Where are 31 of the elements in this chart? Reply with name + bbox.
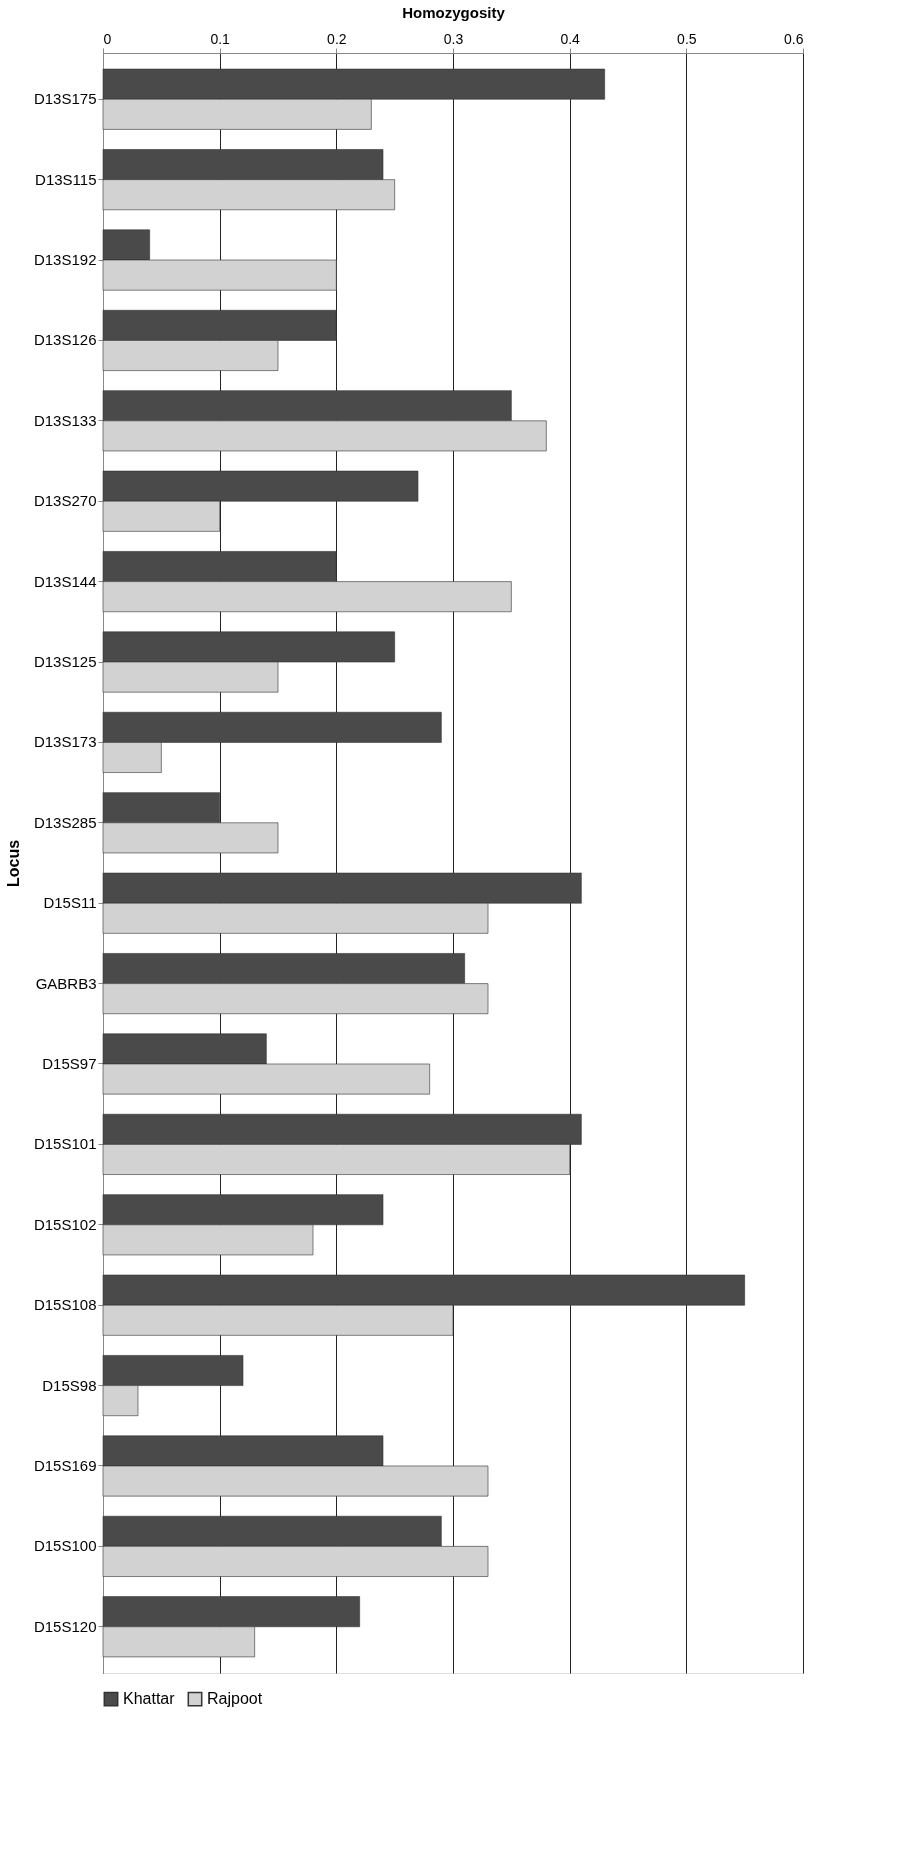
y-tick-label: D13S270 xyxy=(33,492,97,510)
legend-label: Khattar xyxy=(123,1690,176,1708)
x-tick-label: 0 xyxy=(103,30,112,47)
legend-label: Rajpoot xyxy=(207,1690,263,1708)
x-tick-label: 0.6 xyxy=(784,30,804,47)
x-axis-title: Homozygosity xyxy=(402,3,506,21)
x-tick-label: 0.2 xyxy=(327,30,347,47)
y-tick-label: D15S120 xyxy=(33,1617,97,1635)
x-tick-label: 0.1 xyxy=(210,30,231,47)
y-tick-label: D15S98 xyxy=(42,1376,97,1394)
y-axis-title: Locus xyxy=(4,839,22,888)
y-tick-label: D13S126 xyxy=(33,331,97,349)
y-tick-label: D15S169 xyxy=(33,1456,97,1474)
x-tick-label: 0.5 xyxy=(677,30,697,47)
y-tick-label: D13S144 xyxy=(33,572,97,590)
x-tick-label: 0.3 xyxy=(443,30,464,47)
y-tick-label: D15S100 xyxy=(33,1537,97,1555)
y-tick-label: D13S125 xyxy=(33,653,97,671)
y-tick-label: D15S108 xyxy=(33,1296,97,1314)
y-tick-label: D13S133 xyxy=(33,411,97,429)
y-tick-label: D13S192 xyxy=(33,251,97,269)
y-tick-label: D15S102 xyxy=(33,1215,97,1233)
y-tick-label: D13S115 xyxy=(35,170,97,188)
y-tick-label: D15S97 xyxy=(42,1054,97,1072)
y-tick-label: D15S11 xyxy=(43,894,97,912)
y-tick-label: D15S101 xyxy=(33,1135,97,1153)
y-tick-label: D13S175 xyxy=(33,90,97,108)
y-tick-label: D13S285 xyxy=(33,813,97,831)
x-tick-label: 0.4 xyxy=(560,30,581,47)
y-tick-label: GABRB3 xyxy=(35,974,97,992)
y-tick-label: D13S173 xyxy=(33,733,97,751)
